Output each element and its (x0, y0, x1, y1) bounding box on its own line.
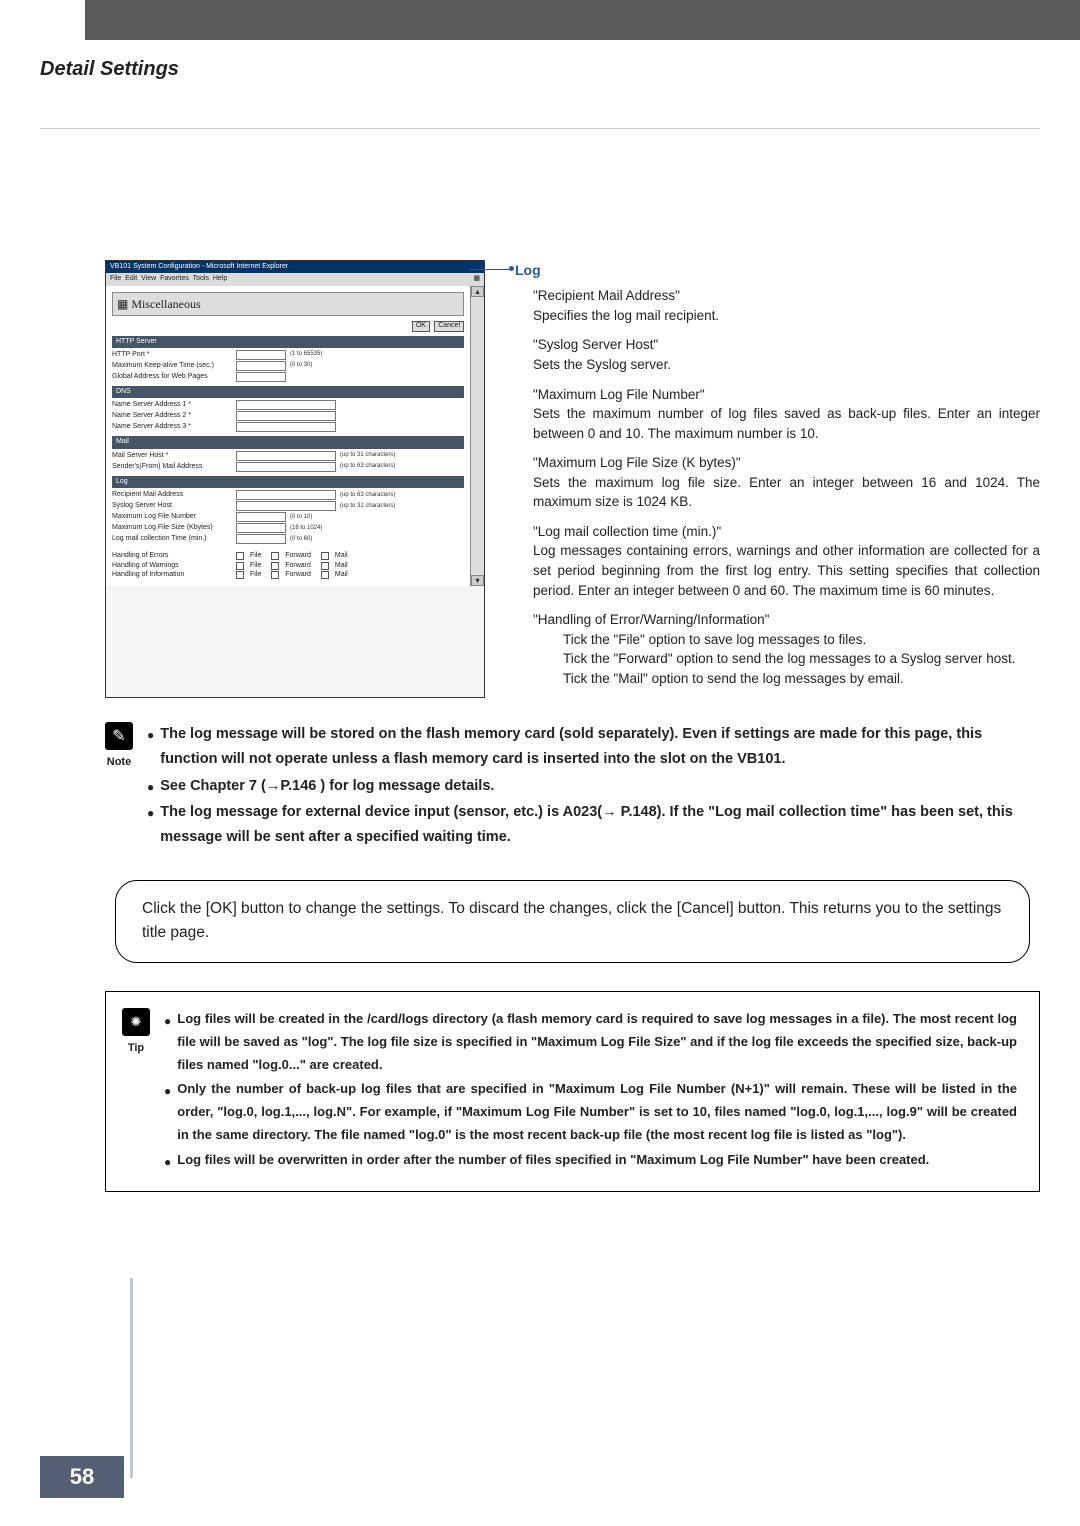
p5a: "Log mail collection time (min.)" (533, 524, 721, 539)
tip-b3: Log files will be overwritten in order a… (177, 1149, 929, 1173)
p1a: "Recipient Mail Address" (533, 288, 680, 303)
p3b: Sets the maximum number of log files sav… (533, 406, 1040, 441)
p6c: Tick the "Forward" option to send the lo… (563, 649, 1040, 669)
mail-section: Mail (112, 436, 464, 448)
menu-bar: File Edit View Favorites Tools Help ▦ (106, 273, 484, 285)
recip-label: Recipient Mail Address (112, 491, 232, 499)
callout-box: Click the [OK] button to change the sett… (115, 880, 1030, 964)
ns2-label: Name Server Address 2 * (112, 412, 232, 420)
log-section: Log (112, 476, 464, 488)
info-file-cb[interactable] (236, 571, 244, 579)
warn-label: Handling of Warnings (112, 562, 232, 570)
global-addr-label: Global Address for Web Pages (112, 373, 232, 381)
ns2-input[interactable] (236, 411, 336, 421)
menu-tools[interactable]: Tools (193, 275, 209, 282)
note-block: ✎ Note ●The log message will be stored o… (105, 722, 1040, 851)
info-mail-cb[interactable] (321, 571, 329, 579)
page-header-bar (0, 0, 1080, 40)
coll-input[interactable] (236, 534, 286, 544)
log-heading: Log (515, 260, 1040, 280)
http-port-input[interactable] (236, 350, 286, 360)
p3a: "Maximum Log File Number" (533, 387, 705, 402)
p4b: Sets the maximum log file size. Enter an… (533, 475, 1040, 510)
ns3-input[interactable] (236, 422, 336, 432)
tip-box: ✺ Tip ●Log files will be created in the … (105, 991, 1040, 1192)
p6d: Tick the "Mail" option to send the log m… (563, 669, 1040, 689)
callout-text: Click the [OK] button to change the sett… (142, 900, 1001, 942)
err-label: Handling of Errors (112, 552, 232, 560)
recip-input[interactable] (236, 490, 336, 500)
p1b: Specifies the log mail recipient. (533, 308, 719, 323)
coll-label: Log mail collection Time (min.) (112, 535, 232, 543)
keepalive-input[interactable] (236, 361, 286, 371)
mail-host-input[interactable] (236, 451, 336, 461)
p4a: "Maximum Log File Size (K bytes)" (533, 455, 741, 470)
maxnum-input[interactable] (236, 512, 286, 522)
maxnum-label: Maximum Log File Number (112, 513, 232, 521)
dns-section: DNS (112, 386, 464, 398)
ie-logo: ▦ (473, 275, 480, 283)
note-icon: ✎ (105, 722, 133, 750)
p2a: "Syslog Server Host" (533, 337, 658, 352)
ns1-label: Name Server Address 1 * (112, 401, 232, 409)
scrollbar[interactable]: ▴ ▾ (470, 286, 484, 587)
page-margin-line (130, 1278, 133, 1478)
warn-mail-cb[interactable] (321, 562, 329, 570)
ns3-label: Name Server Address 3 * (112, 423, 232, 431)
page-heading: ▦ Miscellaneous (112, 292, 464, 316)
p6b: Tick the "File" option to save log messa… (563, 630, 1040, 650)
maxsize-label: Maximum Log File Size (Kbytes) (112, 524, 232, 532)
maxsize-input[interactable] (236, 523, 286, 533)
tip-b2: Only the number of back-up log files tha… (177, 1078, 1017, 1146)
info-fwd-cb[interactable] (271, 571, 279, 579)
settings-screenshot: VB101 System Configuration - Microsoft I… (105, 260, 485, 698)
main-content: VB101 System Configuration - Microsoft I… (105, 260, 1040, 1192)
http-section: HTTP Server (112, 336, 464, 348)
section-title: Detail Settings (40, 58, 179, 81)
page-header-notch (0, 0, 85, 40)
mail-from-label: Sender's(From) Mail Address (112, 463, 232, 471)
divider (40, 128, 1040, 129)
menu-file[interactable]: File (110, 275, 121, 282)
tip-b1: Log files will be created in the /card/l… (177, 1008, 1017, 1076)
p2b: Sets the Syslog server. (533, 357, 671, 372)
page-number: 58 (40, 1456, 124, 1498)
mail-from-input[interactable] (236, 462, 336, 472)
note-b2: See Chapter 7 (→P.146 ) for log message … (160, 774, 494, 799)
global-addr-input[interactable] (236, 372, 286, 382)
mail-host-label: Mail Server Host * (112, 452, 232, 460)
warn-file-cb[interactable] (236, 562, 244, 570)
window-title: VB101 System Configuration - Microsoft I… (106, 261, 484, 273)
menu-edit[interactable]: Edit (125, 275, 137, 282)
tip-label: Tip (122, 1039, 150, 1058)
keepalive-label: Maximum Keep-alive Time (sec.) (112, 362, 232, 370)
ns1-input[interactable] (236, 400, 336, 410)
menu-help[interactable]: Help (213, 275, 227, 282)
err-mail-cb[interactable] (321, 552, 329, 560)
syslog-label: Syslog Server Host (112, 502, 232, 510)
description-column: Log "Recipient Mail Address" Specifies th… (515, 260, 1040, 698)
note-b1: The log message will be stored on the fl… (160, 722, 1040, 771)
scroll-down-icon[interactable]: ▾ (471, 575, 484, 587)
info-label: Handling of Information (112, 571, 232, 579)
note-b3: The log message for external device inpu… (160, 800, 1040, 849)
warn-fwd-cb[interactable] (271, 562, 279, 570)
p5b: Log messages containing errors, warnings… (533, 543, 1040, 597)
p6a: "Handling of Error/Warning/Information" (533, 612, 769, 627)
http-port-label: HTTP Port * (112, 351, 232, 359)
cancel-button[interactable]: Cancel (434, 321, 464, 331)
menu-favorites[interactable]: Favorites (160, 275, 189, 282)
ok-button[interactable]: OK (412, 321, 430, 331)
err-fwd-cb[interactable] (271, 552, 279, 560)
scroll-up-icon[interactable]: ▴ (471, 286, 484, 298)
menu-view[interactable]: View (141, 275, 156, 282)
tip-icon: ✺ (122, 1008, 150, 1036)
err-file-cb[interactable] (236, 552, 244, 560)
note-label: Note (105, 753, 133, 772)
syslog-input[interactable] (236, 501, 336, 511)
